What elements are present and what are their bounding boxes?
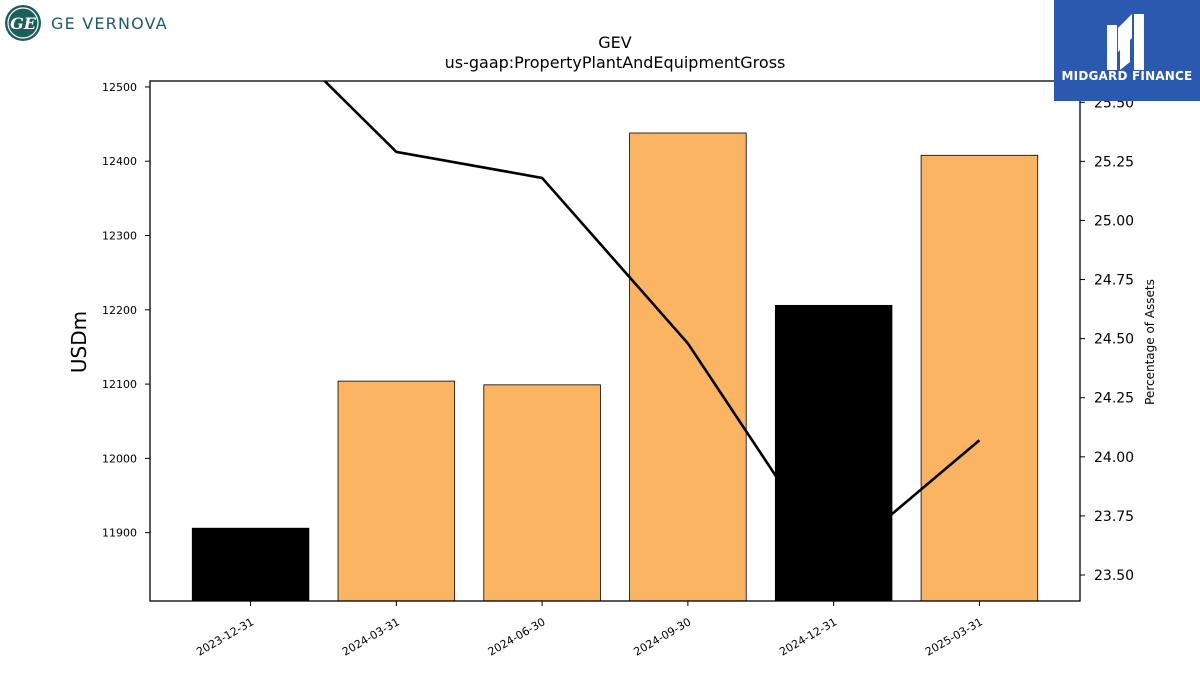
brand-name: GE VERNOVA <box>51 13 168 33</box>
y2-tick-label-24.25: 24.25 <box>1094 391 1134 407</box>
y-tick-label-12200: 12200 <box>102 304 137 317</box>
y-tick-label-12000: 12000 <box>102 452 137 465</box>
ge-vernova-logo: GE GE VERNOVA <box>4 4 168 42</box>
x-tick-label-2024-03-31: 2024-03-31 <box>340 615 402 658</box>
y2-tick-label-24.00: 24.00 <box>1094 450 1134 466</box>
watermark-badge: MIDGARD FINANCE <box>1054 0 1200 101</box>
y-tick-label-12100: 12100 <box>102 378 137 391</box>
y2-tick-label-25.25: 25.25 <box>1094 154 1134 170</box>
bar-2025-03-31 <box>920 154 1039 602</box>
y2-tick-label-25.00: 25.00 <box>1094 213 1134 229</box>
bar-2024-03-31 <box>337 380 456 602</box>
y2-tick-label-23.50: 23.50 <box>1094 568 1134 584</box>
y-tick-label-12400: 12400 <box>102 155 137 168</box>
bar-2024-09-30 <box>629 132 747 602</box>
y-axis-label: USDm <box>67 311 91 373</box>
plot-frame <box>149 80 1081 602</box>
y2-tick-label-23.75: 23.75 <box>1094 509 1134 525</box>
y-tick-label-12300: 12300 <box>102 230 137 243</box>
y-tick-label-12500: 12500 <box>102 81 137 94</box>
bar-2024-12-31 <box>774 304 893 602</box>
y2-tick-label-24.50: 24.50 <box>1094 332 1134 348</box>
ge-monogram-icon: GE <box>5 5 41 41</box>
x-tick-label-2023-12-31: 2023-12-31 <box>194 615 256 658</box>
chart-subtitle: us-gaap:PropertyPlantAndEquipmentGross <box>445 53 786 72</box>
x-tick-label-2024-06-30: 2024-06-30 <box>486 615 548 658</box>
chart-title: GEV <box>598 33 632 52</box>
x-tick-label-2025-03-31: 2025-03-31 <box>923 615 985 658</box>
bar-2023-12-31 <box>191 527 310 602</box>
y-tick-label-11900: 11900 <box>102 527 137 540</box>
y2-tick-label-24.75: 24.75 <box>1094 273 1134 289</box>
watermark-text: MIDGARD FINANCE <box>1061 69 1193 83</box>
percentage-line <box>322 81 981 566</box>
midgard-logo-icon <box>1107 14 1144 70</box>
bar-2024-06-30 <box>483 384 601 602</box>
bars-layer <box>191 81 1039 602</box>
y2-axis-label: Percentage of Assets <box>1143 279 1157 405</box>
x-tick-label-2024-12-31: 2024-12-31 <box>777 615 839 658</box>
svg-text:GE: GE <box>10 14 37 33</box>
x-tick-label-2024-09-30: 2024-09-30 <box>632 615 694 658</box>
